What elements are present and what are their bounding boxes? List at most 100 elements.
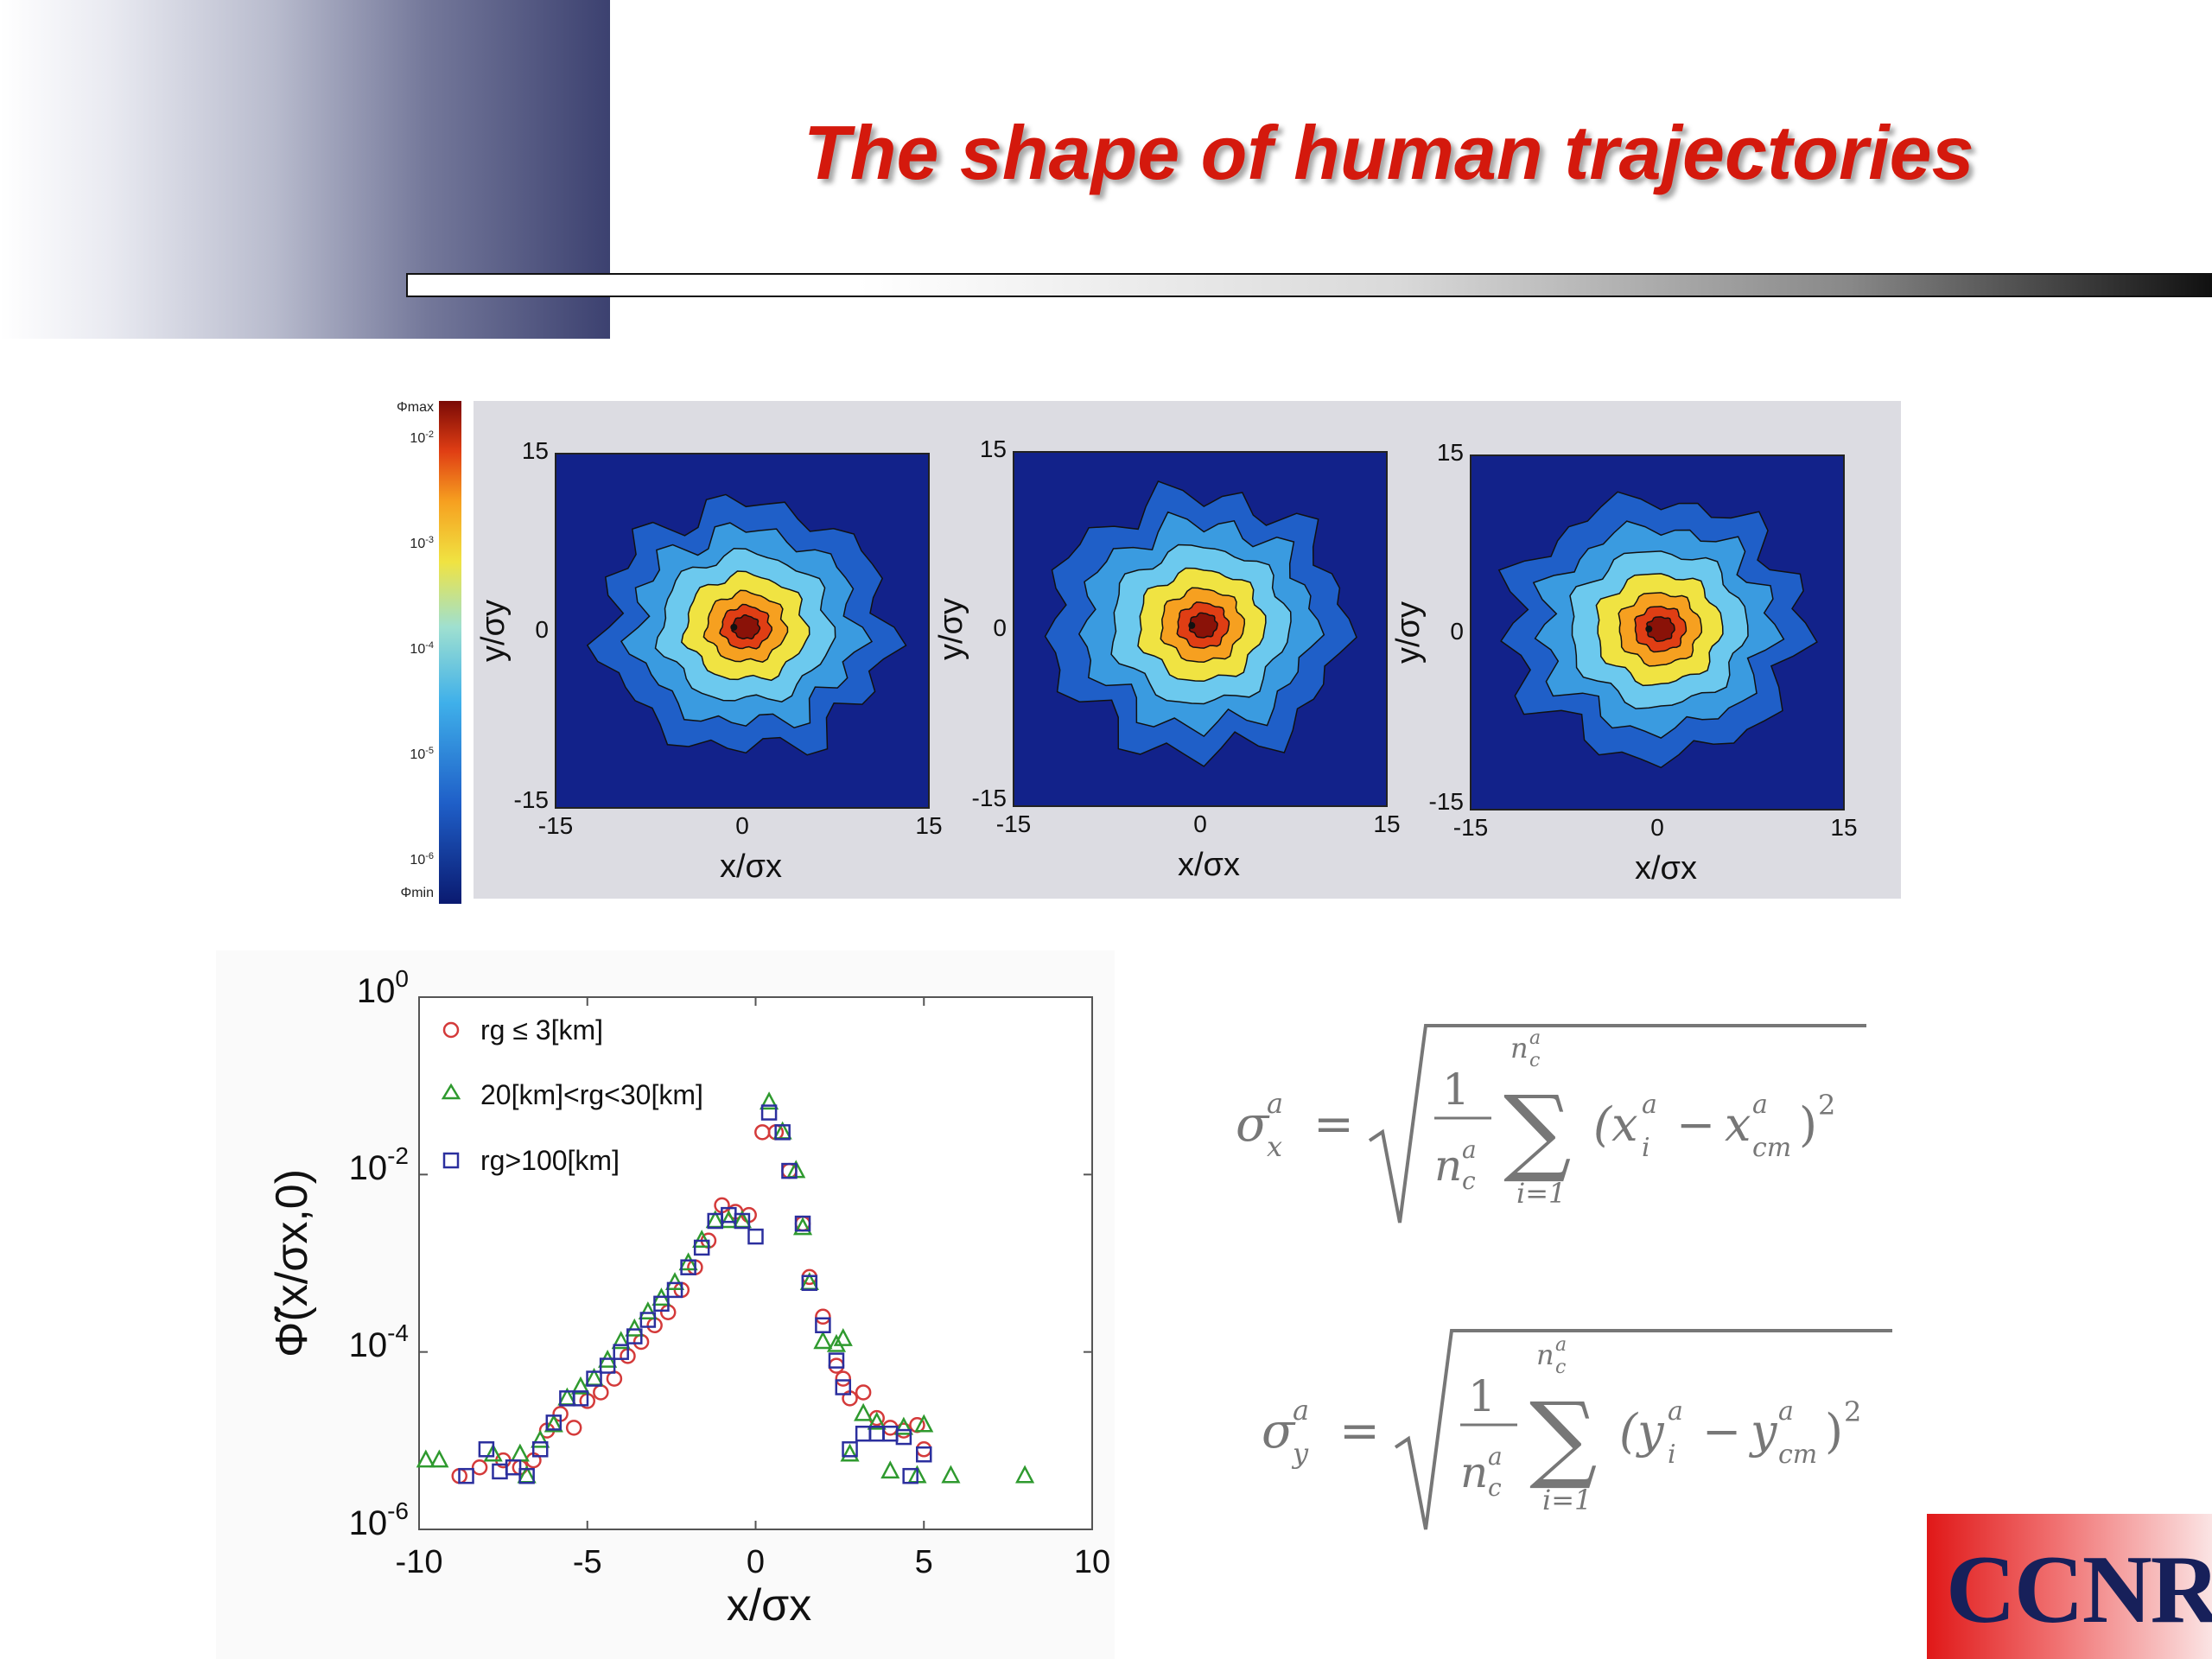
y-tick-label: 10-2 — [349, 1142, 409, 1187]
svg-text:a: a — [1752, 1090, 1768, 1120]
svg-text:−: − — [1676, 1097, 1715, 1152]
svg-text:1: 1 — [1442, 1065, 1470, 1115]
data-point-square — [801, 1274, 818, 1292]
data-point-square — [902, 1467, 918, 1484]
svg-text:2: 2 — [1818, 1089, 1835, 1122]
data-point-triangle — [611, 1331, 631, 1350]
colorbar-tick: 10-4 — [410, 640, 434, 657]
data-point-circle — [471, 1459, 488, 1476]
svg-text:∑: ∑ — [1529, 1382, 1598, 1492]
svg-text:n: n — [1536, 1338, 1554, 1371]
header-rule — [406, 273, 2212, 297]
y-tick-label: 10-6 — [349, 1497, 409, 1542]
svg-text:): ) — [1799, 1097, 1817, 1152]
heatmap-y-tick: 0 — [993, 614, 1007, 641]
svg-text:∑: ∑ — [1503, 1075, 1572, 1185]
heatmap-y-label: y/σy — [933, 598, 969, 660]
plot-frame — [418, 996, 1093, 1530]
data-markers — [416, 1091, 1035, 1484]
data-point-square — [895, 1428, 912, 1446]
data-point-triangle — [531, 1429, 550, 1448]
svg-text:=: = — [1339, 1403, 1380, 1459]
heatmap-peak-marker — [1645, 625, 1653, 632]
colorbar-max-label: Φmax — [397, 400, 434, 415]
data-point-triangle — [941, 1465, 961, 1484]
heatmap-x-tick: -15 — [996, 810, 1031, 837]
data-point-square — [916, 1446, 932, 1463]
heatmap-y-tick: 0 — [535, 616, 549, 643]
svg-text:σ: σ — [1236, 1096, 1270, 1153]
slide-title: The shape of human trajectories — [804, 110, 1974, 195]
x-tick-label: -5 — [573, 1544, 602, 1580]
data-point-square — [626, 1328, 643, 1344]
data-point-square — [505, 1459, 522, 1476]
svg-text:a: a — [1488, 1442, 1503, 1471]
data-point-triangle — [625, 1318, 645, 1337]
data-point-triangle — [719, 1210, 739, 1229]
legend-label-2: 20[km]<rg<30[km] — [480, 1079, 703, 1110]
data-point-square — [835, 1379, 852, 1395]
heatmap-panel-3: -15 0 15 15 0 -15 x/σx y/σy — [1390, 439, 1858, 887]
data-point-triangle — [893, 1416, 913, 1435]
heatmap-x-tick: -15 — [1453, 814, 1488, 841]
formula-sigma-x: σ a x = 1 n a c n a c ∑ i=1 (x a i − x a… — [1236, 1024, 1866, 1224]
data-point-circle — [815, 1308, 831, 1325]
x-tick-label: 0 — [747, 1544, 765, 1580]
y-tick-label: 10-4 — [349, 1319, 409, 1364]
x-axis-label: x/σx — [727, 1580, 812, 1630]
data-point-square — [693, 1239, 710, 1256]
svg-text:a: a — [1778, 1396, 1794, 1427]
data-point-square — [781, 1162, 798, 1179]
svg-text:a: a — [1642, 1090, 1657, 1120]
data-point-triangle — [638, 1301, 658, 1320]
svg-text:a: a — [1462, 1135, 1477, 1164]
svg-text:): ) — [1825, 1404, 1843, 1459]
x-tick-label: 10 — [1074, 1544, 1110, 1580]
svg-text:y: y — [1291, 1437, 1309, 1470]
svg-text:x: x — [1725, 1097, 1751, 1152]
heatmap-x-tick: -15 — [538, 812, 573, 839]
colorbar-tick: 10-3 — [410, 535, 434, 551]
data-point-triangle — [854, 1402, 874, 1421]
data-point-square — [815, 1317, 831, 1334]
svg-text:a: a — [1267, 1087, 1283, 1120]
heatmap-y-label: y/σy — [475, 600, 512, 662]
legend: rg ≤ 3[km] 20[km]<rg<30[km] rg>100[km] — [441, 1014, 703, 1176]
svg-text:c: c — [1529, 1050, 1540, 1071]
data-point-triangle — [813, 1331, 833, 1350]
legend-marker-triangle — [441, 1083, 461, 1100]
profile-chart: x/σx Φ̃(x/σx,0) 100 10-2 10-4 10-6 -10 -5… — [216, 950, 1115, 1659]
heatmap-frame — [1013, 451, 1388, 807]
heatmap-x-label: x/σx — [1635, 850, 1697, 887]
data-point-triangle — [570, 1376, 591, 1395]
heatmap-y-tick: -15 — [514, 786, 549, 813]
data-point-triangle — [664, 1272, 685, 1291]
svg-text:(y: (y — [1619, 1404, 1665, 1459]
svg-text:a: a — [1529, 1027, 1541, 1049]
data-point-triangle — [543, 1414, 563, 1433]
heatmap-y-tick: 15 — [1437, 439, 1464, 466]
heatmap-x-label: x/σx — [1178, 847, 1240, 883]
svg-text:2: 2 — [1844, 1395, 1861, 1428]
colorbar — [439, 401, 461, 904]
svg-text:a: a — [1293, 1394, 1309, 1427]
data-point-square — [842, 1441, 858, 1458]
svg-text:i=1: i=1 — [1542, 1484, 1592, 1516]
data-point-triangle — [483, 1443, 503, 1462]
x-tick-label: 5 — [915, 1544, 933, 1580]
data-point-square — [478, 1441, 495, 1458]
axis-ticks — [418, 996, 1093, 1530]
data-point-triangle — [760, 1091, 779, 1110]
heatmap-frame — [555, 453, 930, 809]
data-point-circle — [565, 1420, 582, 1436]
svg-text:1: 1 — [1468, 1371, 1496, 1421]
legend-label-1: rg ≤ 3[km] — [480, 1014, 603, 1046]
y-tick-label: 100 — [357, 965, 409, 1010]
data-point-triangle — [914, 1414, 934, 1433]
heatmap-x-tick: 15 — [1373, 810, 1400, 837]
heatmap-y-label: y/σy — [1390, 601, 1427, 664]
svg-text:a: a — [1555, 1334, 1567, 1356]
heatmap-x-tick: 15 — [915, 812, 942, 839]
data-point-triangle — [867, 1411, 887, 1430]
data-point-triangle — [826, 1333, 847, 1352]
